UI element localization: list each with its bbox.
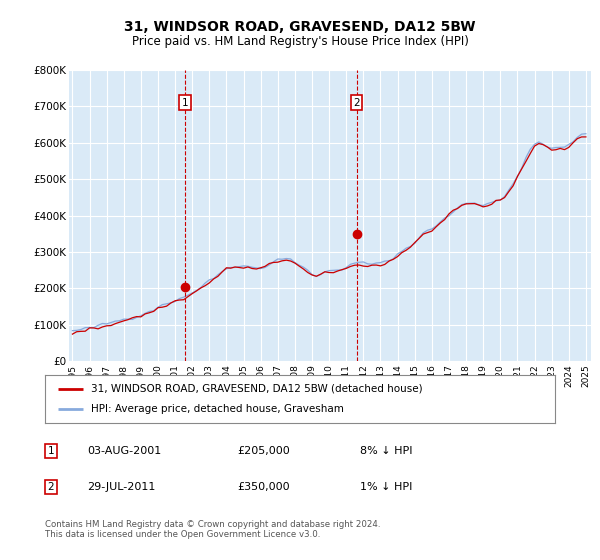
Text: 1: 1	[182, 98, 188, 108]
Text: 29-JUL-2011: 29-JUL-2011	[87, 482, 155, 492]
Text: £205,000: £205,000	[237, 446, 290, 456]
Text: 1: 1	[47, 446, 55, 456]
Text: 03-AUG-2001: 03-AUG-2001	[87, 446, 161, 456]
Text: Price paid vs. HM Land Registry's House Price Index (HPI): Price paid vs. HM Land Registry's House …	[131, 35, 469, 48]
Text: Contains HM Land Registry data © Crown copyright and database right 2024.
This d: Contains HM Land Registry data © Crown c…	[45, 520, 380, 539]
Text: 2: 2	[47, 482, 55, 492]
Text: 31, WINDSOR ROAD, GRAVESEND, DA12 5BW (detached house): 31, WINDSOR ROAD, GRAVESEND, DA12 5BW (d…	[91, 384, 422, 394]
Text: £350,000: £350,000	[237, 482, 290, 492]
Text: HPI: Average price, detached house, Gravesham: HPI: Average price, detached house, Grav…	[91, 404, 344, 414]
Text: 1% ↓ HPI: 1% ↓ HPI	[360, 482, 412, 492]
Text: 2: 2	[353, 98, 360, 108]
Text: 31, WINDSOR ROAD, GRAVESEND, DA12 5BW: 31, WINDSOR ROAD, GRAVESEND, DA12 5BW	[124, 20, 476, 34]
Text: 8% ↓ HPI: 8% ↓ HPI	[360, 446, 413, 456]
